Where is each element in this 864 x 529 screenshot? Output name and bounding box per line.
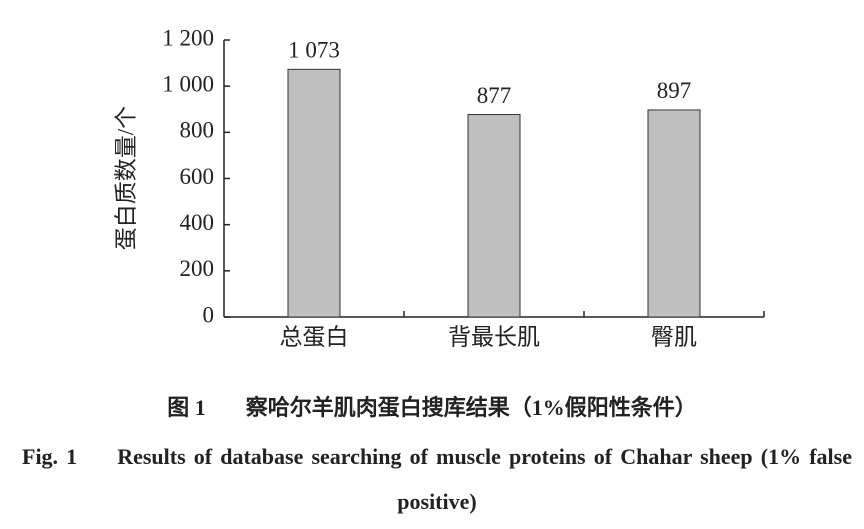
caption-label: 图 1: [167, 395, 206, 420]
bar: [287, 68, 341, 318]
value-label: 1 073: [288, 38, 340, 63]
y-tick-label: 800: [180, 118, 215, 143]
x-tick-label: 总蛋白: [280, 324, 349, 349]
caption-cn: 图 1 察哈尔羊肌肉蛋白搜库结果（1%假阳性条件）: [0, 390, 864, 422]
x-tick-label: 臀肌: [651, 324, 697, 349]
y-tick-label: 1 000: [162, 71, 214, 96]
y-tick-label: 200: [180, 256, 215, 281]
chart: 蛋白质数量/个 0 200 400 600 800 1 000 1 200 总蛋白 1 073 背…: [113, 25, 765, 349]
bar: [647, 109, 701, 318]
y-axis-label: 蛋白质数量/个: [113, 106, 138, 250]
caption-text: Results of database searching of muscle …: [117, 444, 852, 514]
y-tick-label: 0: [203, 302, 215, 327]
bar: [467, 114, 521, 318]
y-tick-label: 600: [180, 164, 215, 189]
caption-en: Fig. 1 Results of database searching of m…: [22, 434, 852, 524]
x-tick-label: 背最长肌: [448, 324, 540, 349]
value-label: 897: [657, 78, 692, 103]
y-tick-label: 400: [180, 210, 215, 235]
y-tick-label: 1 200: [162, 25, 214, 50]
caption-text: 察哈尔羊肌肉蛋白搜库结果（1%假阳性条件）: [245, 395, 697, 420]
value-label: 877: [477, 83, 512, 108]
caption-label: Fig. 1: [22, 444, 78, 469]
